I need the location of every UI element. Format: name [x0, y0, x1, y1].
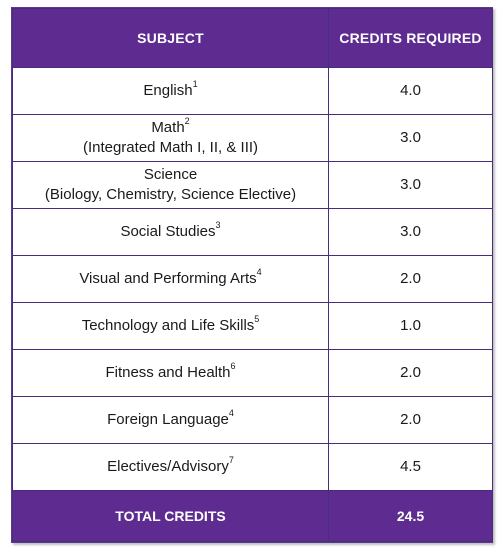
footnote-marker: 6	[230, 361, 236, 371]
footnote-marker: 3	[215, 220, 221, 230]
table-row: Social Studies3 3.0	[12, 208, 493, 256]
subject-name: Social Studies	[120, 223, 216, 240]
table-header-row: SUBJECT CREDITS REQUIRED	[12, 8, 493, 68]
credits-cell: 1.0	[328, 302, 493, 350]
table-row: Fitness and Health6 2.0	[12, 349, 493, 397]
subject-name: Visual and Performing Arts	[79, 270, 257, 287]
table-row: Visual and Performing Arts4 2.0	[12, 255, 493, 303]
table-row: English1 4.0	[12, 67, 493, 115]
subject-cell: Foreign Language4	[12, 396, 329, 444]
subject-name: Math	[151, 119, 185, 136]
credits-column-header: CREDITS REQUIRED	[328, 8, 493, 68]
subject-detail: (Biology, Chemistry, Science Elective)	[44, 186, 297, 203]
footnote-marker: 2	[184, 116, 190, 126]
table-row: Foreign Language4 2.0	[12, 396, 493, 444]
subject-cell: Electives/Advisory7	[12, 443, 329, 491]
table-row: Technology and Life Skills5 1.0	[12, 302, 493, 350]
table-row: Electives/Advisory7 4.5	[12, 443, 493, 491]
subject-name: Fitness and Health	[105, 364, 231, 381]
credits-cell: 3.0	[328, 161, 493, 209]
footnote-marker: 5	[254, 314, 260, 324]
subject-cell: Science (Biology, Chemistry, Science Ele…	[12, 161, 329, 209]
subject-cell: Visual and Performing Arts4	[12, 255, 329, 303]
subject-cell: Social Studies3	[12, 208, 329, 256]
credits-table: SUBJECT CREDITS REQUIRED English1 4.0 Ma…	[11, 7, 493, 543]
table-row: Science (Biology, Chemistry, Science Ele…	[12, 161, 493, 209]
subject-name: Science	[143, 166, 198, 183]
subject-detail: (Integrated Math I, II, & III)	[82, 139, 259, 156]
footnote-marker: 4	[256, 267, 262, 277]
total-value: 24.5	[328, 490, 493, 542]
credits-cell: 4.5	[328, 443, 493, 491]
subject-column-header: SUBJECT	[12, 8, 329, 68]
subject-cell: English1	[12, 67, 329, 115]
subject-cell: Fitness and Health6	[12, 349, 329, 397]
subject-cell: Math2 (Integrated Math I, II, & III)	[12, 114, 329, 162]
credits-cell: 2.0	[328, 349, 493, 397]
footnote-marker: 4	[228, 408, 234, 418]
total-row: TOTAL CREDITS 24.5	[12, 490, 493, 542]
credits-cell: 3.0	[328, 114, 493, 162]
subject-cell: Technology and Life Skills5	[12, 302, 329, 350]
subject-name: Electives/Advisory	[107, 458, 229, 475]
credits-table-grid: SUBJECT CREDITS REQUIRED English1 4.0 Ma…	[12, 8, 493, 542]
footnote-marker: 1	[192, 79, 198, 89]
subject-name: Technology and Life Skills	[81, 317, 255, 334]
subject-name: English	[143, 82, 193, 99]
total-label: TOTAL CREDITS	[12, 490, 329, 542]
credits-cell: 2.0	[328, 396, 493, 444]
credits-cell: 4.0	[328, 67, 493, 115]
credits-cell: 2.0	[328, 255, 493, 303]
subject-name: Foreign Language	[107, 411, 229, 428]
footnote-marker: 7	[228, 455, 234, 465]
table-row: Math2 (Integrated Math I, II, & III) 3.0	[12, 114, 493, 162]
credits-cell: 3.0	[328, 208, 493, 256]
